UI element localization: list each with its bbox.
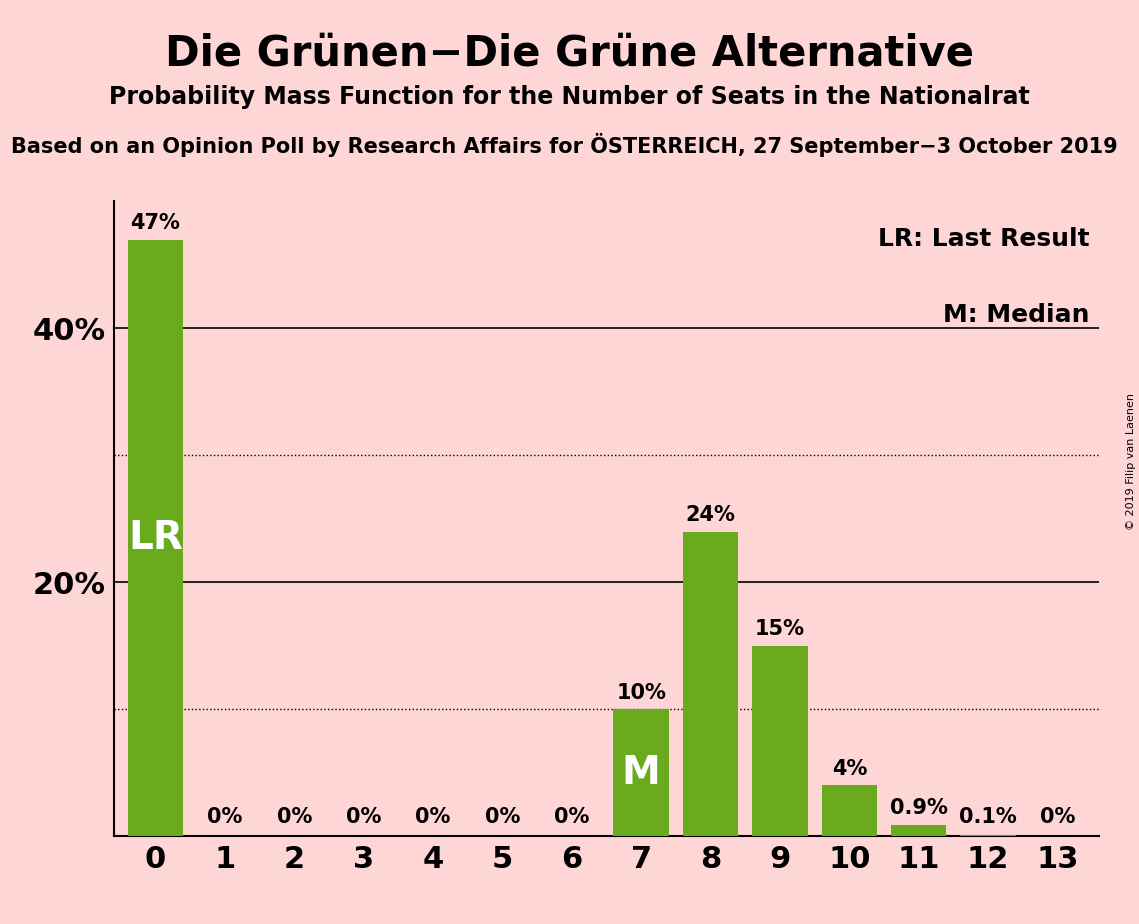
Text: 0%: 0% xyxy=(485,808,521,827)
Text: 0%: 0% xyxy=(555,808,590,827)
Text: Probability Mass Function for the Number of Seats in the Nationalrat: Probability Mass Function for the Number… xyxy=(109,85,1030,109)
Text: 0%: 0% xyxy=(346,808,382,827)
Text: 0.9%: 0.9% xyxy=(890,798,948,819)
Bar xyxy=(614,710,669,836)
Bar xyxy=(891,825,947,836)
Text: LR: LR xyxy=(128,519,183,557)
Text: 24%: 24% xyxy=(686,505,736,525)
Text: LR: Last Result: LR: Last Result xyxy=(878,226,1089,250)
Bar xyxy=(683,531,738,836)
Text: M: Median: M: Median xyxy=(943,303,1089,327)
Text: 0%: 0% xyxy=(1040,808,1075,827)
Text: 0%: 0% xyxy=(207,808,243,827)
Text: © 2019 Filip van Laenen: © 2019 Filip van Laenen xyxy=(1126,394,1136,530)
Bar xyxy=(821,785,877,836)
Text: Based on an Opinion Poll by Research Affairs for ÖSTERREICH, 27 September−3 Octo: Based on an Opinion Poll by Research Aff… xyxy=(11,133,1118,157)
Text: 15%: 15% xyxy=(755,619,805,639)
Bar xyxy=(128,239,183,836)
Text: Die Grünen−Die Grüne Alternative: Die Grünen−Die Grüne Alternative xyxy=(165,32,974,74)
Text: 0.1%: 0.1% xyxy=(959,808,1017,827)
Bar xyxy=(752,646,808,836)
Text: M: M xyxy=(622,754,661,792)
Text: 47%: 47% xyxy=(131,213,180,233)
Text: 10%: 10% xyxy=(616,683,666,703)
Text: 0%: 0% xyxy=(277,808,312,827)
Text: 0%: 0% xyxy=(416,808,451,827)
Text: 4%: 4% xyxy=(831,760,867,779)
Bar xyxy=(960,835,1016,836)
